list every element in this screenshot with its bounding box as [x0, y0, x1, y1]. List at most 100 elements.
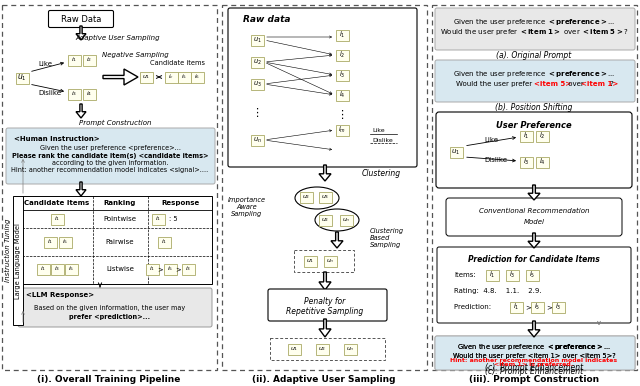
Text: (c). Prompt Enhancement: (c). Prompt Enhancement — [485, 367, 583, 376]
Text: $u_2$: $u_2$ — [321, 216, 329, 224]
Text: <item 1>: <item 1> — [581, 81, 618, 87]
Bar — [520, 130, 532, 142]
Polygon shape — [528, 321, 540, 337]
Text: $i_5$: $i_5$ — [68, 264, 74, 273]
Text: $u_3$: $u_3$ — [321, 193, 329, 201]
Bar — [536, 130, 548, 142]
Text: Dislike: Dislike — [38, 90, 61, 96]
Text: User Preference: User Preference — [496, 120, 572, 129]
Text: $i_1$: $i_1$ — [339, 30, 345, 40]
Text: Candidate Items: Candidate Items — [24, 200, 90, 206]
Text: Candidate items: Candidate items — [150, 60, 205, 66]
Bar — [145, 264, 159, 274]
Text: $i_1$: $i_1$ — [489, 270, 495, 280]
Bar — [250, 34, 264, 46]
Bar — [506, 269, 518, 281]
Text: Please rank the candidate item(s) <candidate items>: Please rank the candidate item(s) <candi… — [12, 153, 208, 159]
Text: $u_1$: $u_1$ — [306, 257, 314, 265]
Text: $i_2$: $i_2$ — [539, 131, 545, 141]
Bar — [509, 301, 522, 313]
Text: $u_2$: $u_2$ — [253, 58, 261, 67]
Text: Based on the given information, the user may: Based on the given information, the user… — [35, 305, 186, 311]
Bar — [536, 156, 548, 168]
Text: Rating:  4.8.    1.1.    2.9.: Rating: 4.8. 1.1. 2.9. — [454, 288, 541, 294]
Text: Pointwise: Pointwise — [104, 216, 136, 222]
Text: Clustering: Clustering — [362, 169, 401, 178]
Bar — [432, 5, 637, 370]
Text: >: > — [157, 266, 163, 272]
Text: $u_n$: $u_n$ — [342, 216, 350, 224]
Text: Penalty for: Penalty for — [305, 296, 346, 305]
Text: <LLM Response>: <LLM Response> — [26, 292, 94, 298]
Text: $i_1$: $i_1$ — [149, 264, 155, 273]
Text: Given the user preference $\bf{<preference>}$...: Given the user preference $\bf{<preferen… — [453, 17, 615, 27]
Bar — [250, 134, 264, 146]
Text: Raw data: Raw data — [243, 15, 291, 24]
Text: prefer <prediction>...: prefer <prediction>... — [69, 314, 150, 320]
Text: $i_3$: $i_3$ — [523, 157, 529, 167]
Text: ⋮: ⋮ — [337, 110, 348, 120]
Text: $i_5$: $i_5$ — [181, 73, 187, 81]
Text: Negative Sampling: Negative Sampling — [102, 52, 168, 58]
Bar — [552, 301, 564, 313]
Text: $i_5$: $i_5$ — [534, 302, 540, 312]
Bar — [335, 69, 349, 81]
Text: Would the user prefer: Would the user prefer — [456, 81, 534, 87]
Bar — [486, 269, 499, 281]
Polygon shape — [319, 272, 331, 290]
Text: according to the given information.: according to the given information. — [52, 160, 168, 166]
Text: $i_1$: $i_1$ — [155, 215, 161, 223]
Text: $i_6$: $i_6$ — [194, 73, 200, 81]
Bar — [163, 264, 177, 274]
Text: $i_4$: $i_4$ — [339, 90, 345, 100]
Bar — [67, 88, 81, 100]
Polygon shape — [76, 26, 86, 40]
Text: (ii). Adaptive User Sampling: (ii). Adaptive User Sampling — [252, 374, 396, 384]
Bar — [177, 71, 191, 83]
Text: $u_n$: $u_n$ — [346, 345, 354, 353]
Bar — [319, 191, 332, 203]
Text: Items:: Items: — [454, 272, 476, 278]
Text: $i_3$: $i_3$ — [555, 302, 561, 312]
Text: $i_1$: $i_1$ — [71, 56, 77, 64]
Bar — [182, 264, 195, 274]
Bar — [15, 73, 29, 83]
Text: Like: Like — [38, 61, 52, 67]
Text: Dislike: Dislike — [484, 157, 507, 163]
Text: Adaptive User Sampling: Adaptive User Sampling — [76, 35, 160, 41]
Bar — [344, 344, 356, 354]
Polygon shape — [76, 182, 86, 196]
Text: $i_2$: $i_2$ — [339, 50, 345, 60]
Text: $i_2$: $i_2$ — [86, 56, 92, 64]
Text: (b). Position Shifting: (b). Position Shifting — [495, 103, 573, 112]
Text: $u_1$: $u_1$ — [451, 147, 461, 157]
Text: $i_m$: $i_m$ — [338, 125, 346, 135]
FancyBboxPatch shape — [436, 112, 632, 188]
Text: Response: Response — [161, 200, 199, 206]
Bar — [36, 264, 49, 274]
Text: $u_n$: $u_n$ — [253, 135, 261, 145]
Bar — [520, 156, 532, 168]
Text: $i_3$: $i_3$ — [71, 90, 77, 98]
Text: (iii). Prompt Construction: (iii). Prompt Construction — [469, 374, 599, 384]
Bar — [531, 301, 543, 313]
Text: Would the user prefer $\bf{<item\ 1>}$ over $\bf{<item\ 5>}$?: Would the user prefer $\bf{<item\ 1>}$ o… — [440, 27, 628, 37]
Text: <item 5>: <item 5> — [534, 81, 571, 87]
Text: Ranking: Ranking — [104, 200, 136, 206]
Text: $i_3$: $i_3$ — [54, 264, 60, 273]
Text: $u_2$: $u_2$ — [302, 193, 310, 201]
Text: $i_3$: $i_3$ — [339, 70, 345, 80]
Bar — [335, 29, 349, 41]
Text: Given the user preference $\bf{<preference>}$...: Given the user preference $\bf{<preferen… — [457, 342, 611, 352]
Polygon shape — [319, 319, 331, 337]
Bar — [316, 344, 328, 354]
Text: $i_4$: $i_4$ — [86, 90, 92, 98]
FancyBboxPatch shape — [435, 8, 635, 50]
Bar — [335, 49, 349, 61]
Text: $i_5$: $i_5$ — [62, 237, 68, 246]
Text: Would the user prefer <item 1> over <item 5>?: Would the user prefer <item 1> over <ite… — [452, 353, 616, 359]
Bar — [250, 56, 264, 68]
FancyBboxPatch shape — [446, 198, 622, 236]
Bar — [22, 196, 212, 284]
Text: Conventional Recommendation: Conventional Recommendation — [479, 208, 589, 214]
